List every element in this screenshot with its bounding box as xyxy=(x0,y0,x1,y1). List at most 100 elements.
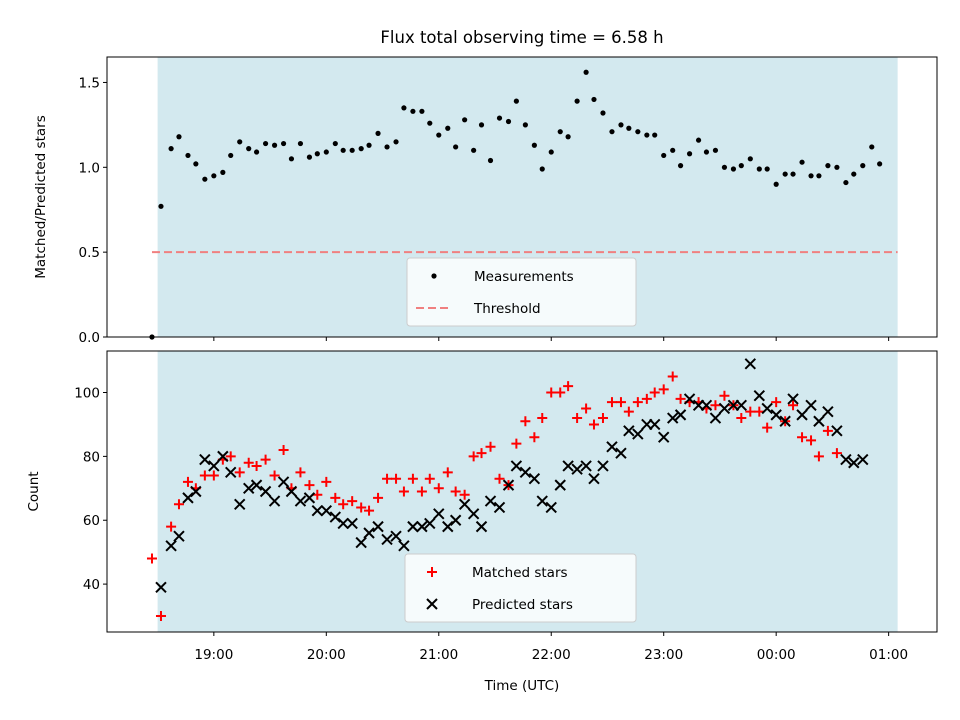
measurement-point xyxy=(202,176,208,182)
predicted-point xyxy=(493,501,506,514)
predicted-point xyxy=(311,504,324,517)
matched-point xyxy=(166,521,177,532)
measurement-point xyxy=(583,69,589,75)
matched-point xyxy=(667,371,678,382)
matched-point xyxy=(373,492,384,503)
predicted-point xyxy=(217,450,229,463)
matched-point xyxy=(234,467,245,478)
predicted-point xyxy=(597,460,609,472)
x-tick-label: 20:00 xyxy=(307,647,346,663)
y-tick-label: 0.0 xyxy=(79,330,100,346)
predicted-point xyxy=(840,453,852,466)
y-axis-label: Count xyxy=(26,471,42,511)
measurement-point xyxy=(297,140,304,147)
matched-point xyxy=(208,470,219,481)
measurement-point xyxy=(158,203,164,209)
predicted-point xyxy=(416,520,428,533)
measurement-point xyxy=(825,163,831,169)
measurement-point xyxy=(522,122,528,128)
measurement-point xyxy=(644,132,650,138)
measurement-point xyxy=(877,161,883,167)
measurement-point xyxy=(487,157,494,164)
predicted-point xyxy=(467,508,480,520)
matched-point xyxy=(745,406,756,417)
measurement-point xyxy=(471,147,477,153)
measurement-point xyxy=(427,120,433,126)
predicted-point xyxy=(372,520,384,533)
matched-point xyxy=(762,422,773,433)
predicted-point xyxy=(709,412,722,424)
matched-point xyxy=(632,397,643,408)
measurement-point xyxy=(670,147,676,153)
matched-point xyxy=(806,435,817,446)
ratio-panel: 0.0 0.5 1.0 1.5 Matched/Predicted stars Measu… xyxy=(33,56,938,346)
predicted-point xyxy=(606,441,618,453)
measurement-point xyxy=(193,161,199,167)
matched-point xyxy=(710,400,721,411)
matched-point xyxy=(251,460,262,471)
predicted-point xyxy=(346,517,358,530)
predicted-point xyxy=(831,425,843,437)
legend-label: Measurements xyxy=(474,269,574,285)
predicted-point xyxy=(155,581,167,594)
predicted-point xyxy=(424,517,436,530)
predicted-point xyxy=(294,495,307,507)
predicted-point xyxy=(242,482,255,495)
matched-point xyxy=(529,432,540,443)
matched-point xyxy=(225,451,236,462)
predicted-point xyxy=(822,405,834,418)
matched-point xyxy=(537,413,548,424)
predicted-point xyxy=(588,473,600,485)
predicted-point xyxy=(259,485,272,498)
matched-point xyxy=(416,486,427,497)
measurement-point xyxy=(323,149,329,155)
measurement-point xyxy=(626,125,632,131)
measurement-point xyxy=(652,132,658,138)
predicted-point xyxy=(813,415,825,427)
predicted-point xyxy=(225,466,237,479)
chart-title: Flux total observing time = 6.58 h xyxy=(380,28,663,47)
measurement-point xyxy=(661,152,667,159)
matched-point xyxy=(278,444,289,455)
measurement-point xyxy=(773,181,779,187)
predicted-point xyxy=(277,476,290,488)
matched-point xyxy=(797,432,808,443)
matched-point xyxy=(424,473,435,484)
measurement-point xyxy=(782,171,788,177)
measurement-point xyxy=(860,163,866,169)
legend-measurements-marker xyxy=(431,273,437,279)
y-tick-label: 100 xyxy=(74,386,100,402)
measurement-point xyxy=(721,164,728,170)
legend-matched-marker xyxy=(427,567,437,577)
matched-point xyxy=(442,467,453,478)
measurement-point xyxy=(677,163,684,169)
measurement-point xyxy=(764,166,770,172)
predicted-point xyxy=(363,527,375,539)
y-tick-label: 0.5 xyxy=(79,245,100,261)
measurement-point xyxy=(747,156,753,162)
predicted-point xyxy=(390,530,402,542)
matched-point xyxy=(398,486,409,497)
x-tick-label: 22:00 xyxy=(532,647,571,663)
measurement-point xyxy=(280,140,287,147)
legend-box xyxy=(404,553,637,623)
matched-point xyxy=(459,489,470,500)
matched-point xyxy=(243,457,254,468)
measurement-point xyxy=(531,142,537,148)
y-tick-label: 80 xyxy=(83,449,100,465)
matched-point xyxy=(146,553,157,564)
measurement-point xyxy=(340,147,346,153)
predicted-point xyxy=(796,409,808,421)
predicted-point xyxy=(623,425,635,437)
matched-point xyxy=(450,486,461,497)
predicted-point xyxy=(779,415,791,427)
matched-point xyxy=(269,470,280,481)
matched-point xyxy=(581,403,592,414)
x-tick-label: 19:00 xyxy=(194,647,233,663)
measurement-point xyxy=(591,96,597,103)
predicted-point xyxy=(632,428,644,440)
measurement-point xyxy=(712,147,719,153)
predicted-point xyxy=(562,460,574,472)
matched-point xyxy=(199,470,210,481)
